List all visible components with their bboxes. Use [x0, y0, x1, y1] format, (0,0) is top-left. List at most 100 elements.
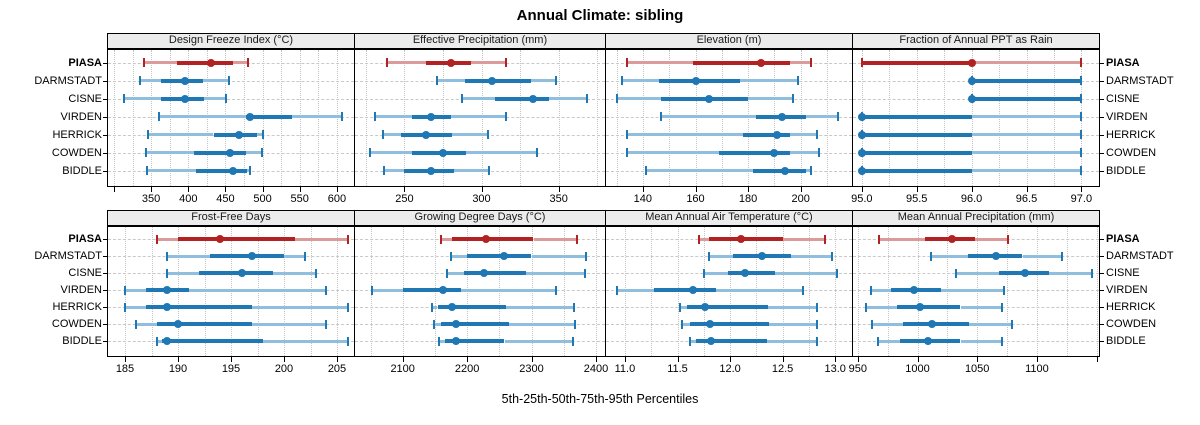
panel	[605, 226, 853, 357]
percentile-cap-high	[1010, 319, 1013, 329]
whisker	[384, 169, 405, 173]
panel	[852, 49, 1100, 187]
x-axis-tick-label: 2300	[519, 363, 544, 375]
whisker	[436, 79, 465, 83]
percentile-cap-high	[816, 336, 819, 346]
whisker	[698, 237, 709, 241]
x-axis-tick	[178, 357, 179, 362]
station-label-left: BIDDLE	[62, 164, 102, 177]
x-axis-tick-label: 97.0	[1070, 193, 1093, 205]
percentile-cap-high	[346, 302, 349, 312]
x-axis-tick	[558, 187, 560, 192]
station-label-right: DARMSTADT	[1106, 74, 1174, 87]
percentile-cap-low	[626, 130, 628, 140]
iqr-bar	[861, 168, 972, 173]
whisker	[262, 339, 348, 343]
x-gridline	[1036, 227, 1038, 356]
y-axis-tick	[1100, 324, 1104, 326]
whisker	[627, 61, 693, 65]
median-dot	[228, 166, 237, 175]
whisker	[252, 305, 348, 309]
whisker	[143, 61, 178, 65]
strip-label: Design Freeze Index (°C)	[168, 34, 294, 46]
x-axis-tick-label: 600	[327, 193, 347, 205]
x-axis-tick-label: 95.0	[851, 193, 873, 205]
x-axis-tick	[861, 187, 863, 192]
percentile-cap-high	[585, 251, 588, 261]
percentile-cap-high	[810, 166, 813, 176]
percentile-cap-high	[831, 251, 833, 261]
median-dot	[857, 112, 866, 121]
y-axis-tick	[103, 239, 107, 241]
iqr-bar	[245, 114, 293, 119]
median-dot	[1021, 269, 1029, 278]
x-axis-tick-label: 300	[472, 193, 491, 205]
whisker	[616, 97, 662, 101]
percentile-cap-high	[791, 94, 794, 104]
iqr-bar	[162, 339, 263, 344]
x-axis-tick	[113, 187, 115, 192]
x-axis-tick	[299, 187, 301, 192]
iqr-bar	[971, 96, 1082, 101]
percentile-cap-high	[836, 268, 839, 278]
station-label-left: PIASA	[68, 233, 102, 246]
median-dot	[163, 286, 172, 295]
whisker	[533, 237, 578, 241]
whisker	[387, 61, 426, 65]
x-axis-tick	[1081, 187, 1083, 192]
median-dot	[174, 320, 182, 329]
iqr-bar	[402, 288, 462, 293]
station-label-left: COWDEN	[51, 318, 102, 331]
x-axis-tick	[857, 357, 859, 362]
x-axis-tick	[677, 357, 679, 362]
median-dot	[948, 235, 957, 244]
percentile-cap-low	[381, 130, 384, 140]
percentile-cap-low	[370, 285, 373, 295]
panel-strip: Mean Annual Precipitation (mm)	[852, 210, 1100, 226]
x-gridline	[365, 50, 367, 186]
x-gridline	[597, 50, 599, 186]
percentile-cap-low	[142, 58, 145, 68]
median-dot	[451, 337, 460, 346]
x-axis-tick	[531, 357, 533, 362]
percentile-cap-low	[123, 94, 126, 104]
x-axis-tick	[225, 187, 227, 192]
median-dot	[773, 130, 781, 139]
panel-strip: Growing Degree Days (°C)	[354, 210, 606, 226]
median-dot	[909, 286, 918, 295]
whisker	[870, 288, 892, 292]
station-label-right: VIRDEN	[1106, 110, 1148, 123]
percentile-cap-high	[801, 285, 804, 295]
iqr-bar	[177, 60, 233, 65]
iqr-bar	[156, 322, 253, 327]
x-axis-tick-label: 350	[141, 193, 161, 205]
percentile-cap-high	[1080, 58, 1083, 68]
median-dot	[234, 130, 243, 139]
x-axis-tick-label: 12.5	[771, 363, 794, 375]
whisker	[971, 169, 1082, 173]
panel	[605, 49, 853, 187]
median-dot	[499, 252, 508, 261]
x-gridline	[808, 227, 810, 356]
whisker	[246, 151, 262, 155]
station-label-right: CISNE	[1106, 92, 1140, 105]
x-axis-tick	[467, 357, 469, 362]
whisker	[125, 305, 147, 309]
y-axis-tick	[1100, 116, 1104, 118]
x-gridline	[596, 227, 597, 356]
strip-label: Effective Precipitation (mm)	[412, 34, 548, 46]
station-label-left: HERRICK	[52, 301, 102, 314]
iqr-bar	[903, 322, 969, 327]
panel-strip: Frost-Free Days	[107, 210, 355, 226]
percentile-cap-low	[430, 302, 433, 312]
y-axis-tick	[103, 256, 107, 258]
station-label-right: VIRDEN	[1106, 284, 1148, 297]
y-axis-tick	[1100, 239, 1104, 241]
median-dot	[181, 94, 190, 103]
station-label-left: COWDEN	[51, 146, 102, 159]
median-dot	[770, 148, 779, 157]
strip-label: Fraction of Annual PPT as Rain	[899, 34, 1053, 46]
whisker	[782, 237, 825, 241]
whisker	[505, 305, 575, 309]
whisker	[431, 305, 438, 309]
